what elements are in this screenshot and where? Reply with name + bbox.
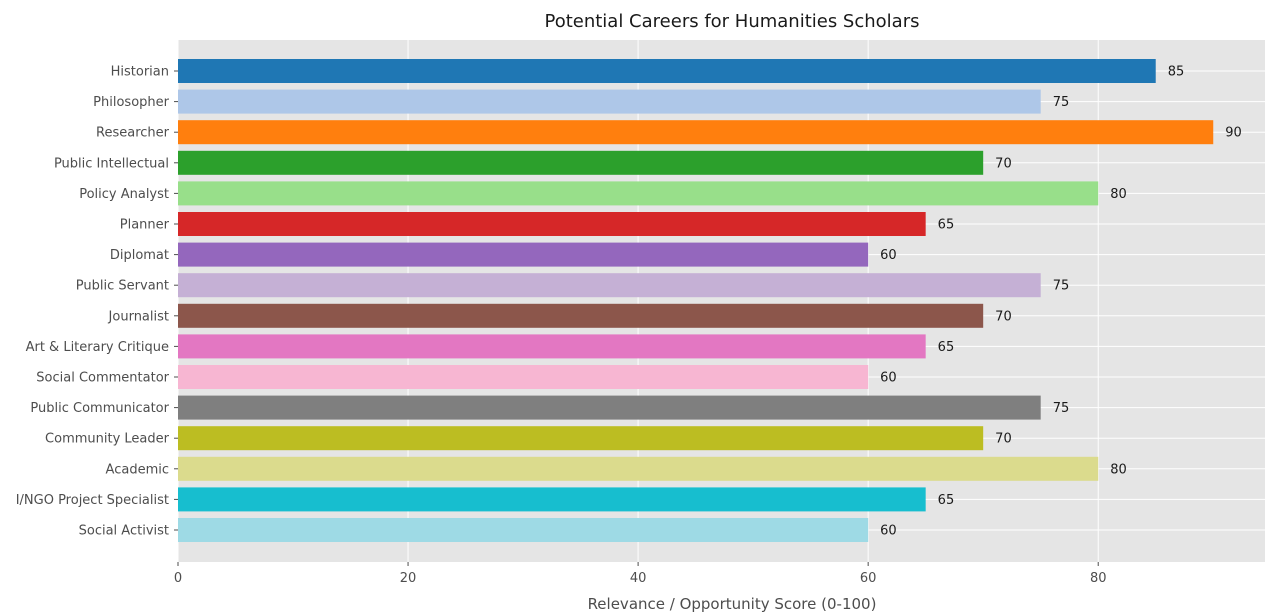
bar-11: [178, 395, 1041, 420]
bar-9: [178, 334, 926, 359]
y-tick-label-13: Academic: [106, 462, 169, 477]
bar-13: [178, 456, 1099, 481]
data-label-15: 60: [880, 524, 897, 539]
bar-2: [178, 120, 1214, 145]
data-labels: 85 75 90 70 80 65 60 75 70 65 60 75 70 80 65 60: [880, 65, 1242, 539]
x-tick-label-2: 40: [630, 571, 647, 586]
data-label-0: 85: [1168, 65, 1185, 80]
y-tick-label-12: Community Leader: [45, 432, 170, 447]
x-tick-label-3: 60: [860, 571, 877, 586]
y-tick-label-11: Public Communicator: [30, 401, 169, 416]
data-label-4: 80: [1110, 187, 1127, 202]
data-label-9: 65: [938, 340, 955, 355]
y-tick-label-15: Social Activist: [79, 524, 169, 539]
data-label-13: 80: [1110, 462, 1127, 477]
y-tick-label-8: Journalist: [108, 309, 169, 324]
data-label-2: 90: [1225, 126, 1242, 141]
data-label-12: 70: [995, 432, 1012, 447]
data-label-14: 65: [938, 493, 955, 508]
data-label-11: 75: [1053, 401, 1070, 416]
x-tick-label-1: 20: [400, 571, 417, 586]
bar-6: [178, 242, 869, 267]
y-tick-label-1: Philosopher: [93, 95, 169, 110]
data-label-8: 70: [995, 309, 1012, 324]
x-tick-label-4: 80: [1090, 571, 1107, 586]
y-tick-label-0: Historian: [111, 65, 169, 80]
bar-14: [178, 487, 926, 512]
data-label-5: 65: [938, 218, 955, 233]
bar-0: [178, 59, 1156, 83]
bar-10: [178, 365, 869, 389]
y-tick-label-7: Public Servant: [76, 279, 169, 294]
bars: [178, 59, 1214, 542]
data-label-1: 75: [1053, 95, 1070, 110]
chart-title: Potential Careers for Humanities Scholar…: [544, 11, 919, 32]
data-label-6: 60: [880, 248, 897, 263]
y-tick-label-5: Planner: [120, 218, 170, 233]
x-ticks: 0 20 40 60 80: [174, 562, 1107, 586]
bar-4: [178, 181, 1099, 206]
bar-12: [178, 426, 984, 451]
bar-8: [178, 303, 984, 328]
data-label-3: 70: [995, 156, 1012, 171]
y-tick-label-3: Public Intellectual: [54, 156, 169, 171]
bar-1: [178, 89, 1041, 114]
y-tick-label-4: Policy Analyst: [79, 187, 169, 202]
data-label-10: 60: [880, 371, 897, 386]
y-tick-label-14: I/NGO Project Specialist: [16, 493, 169, 508]
y-tick-label-6: Diplomat: [110, 248, 169, 263]
x-axis-label: Relevance / Opportunity Score (0-100): [588, 595, 877, 613]
data-label-7: 75: [1053, 279, 1070, 294]
bar-5: [178, 212, 926, 236]
y-tick-label-10: Social Commentator: [36, 371, 169, 386]
bar-7: [178, 273, 1041, 298]
bar-15: [178, 518, 869, 542]
y-tick-label-2: Researcher: [96, 126, 170, 141]
y-tick-labels: Historian Philosopher Researcher Public Int…: [16, 65, 178, 539]
plot-area: [178, 40, 1265, 562]
y-tick-label-9: Art & Literary Critique: [26, 340, 169, 355]
bar-3: [178, 150, 984, 175]
x-tick-label-0: 0: [174, 571, 182, 586]
